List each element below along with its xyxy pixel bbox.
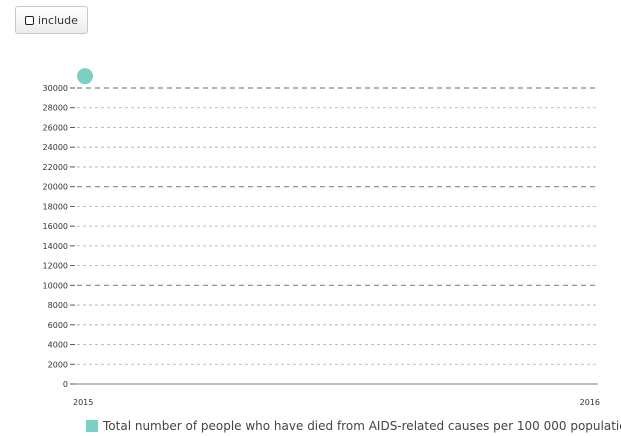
x-tick-label: 2015 bbox=[73, 398, 93, 407]
legend-label: Total number of people who have died fro… bbox=[103, 419, 621, 433]
y-tick-label: 0 bbox=[63, 380, 68, 389]
y-tick-label: 6000 bbox=[48, 321, 68, 330]
y-tick-label: 24000 bbox=[43, 143, 68, 152]
legend-swatch bbox=[86, 420, 98, 432]
y-tick-label: 16000 bbox=[43, 222, 68, 231]
y-tick-label: 20000 bbox=[43, 183, 68, 192]
y-tick-label: 22000 bbox=[43, 163, 68, 172]
y-tick-label: 30000 bbox=[43, 84, 68, 93]
y-tick-label: 18000 bbox=[43, 202, 68, 211]
y-tick-label: 14000 bbox=[43, 242, 68, 251]
y-tick-label: 28000 bbox=[43, 104, 68, 113]
y-tick-label: 4000 bbox=[48, 341, 68, 350]
x-tick-label: 2016 bbox=[580, 398, 600, 407]
y-tick-label: 8000 bbox=[48, 301, 68, 310]
legend: Total number of people who have died fro… bbox=[86, 416, 621, 436]
data-point bbox=[77, 68, 93, 84]
y-tick-label: 10000 bbox=[43, 281, 68, 290]
y-tick-label: 2000 bbox=[48, 360, 68, 369]
y-tick-label: 26000 bbox=[43, 123, 68, 132]
y-tick-label: 12000 bbox=[43, 262, 68, 271]
